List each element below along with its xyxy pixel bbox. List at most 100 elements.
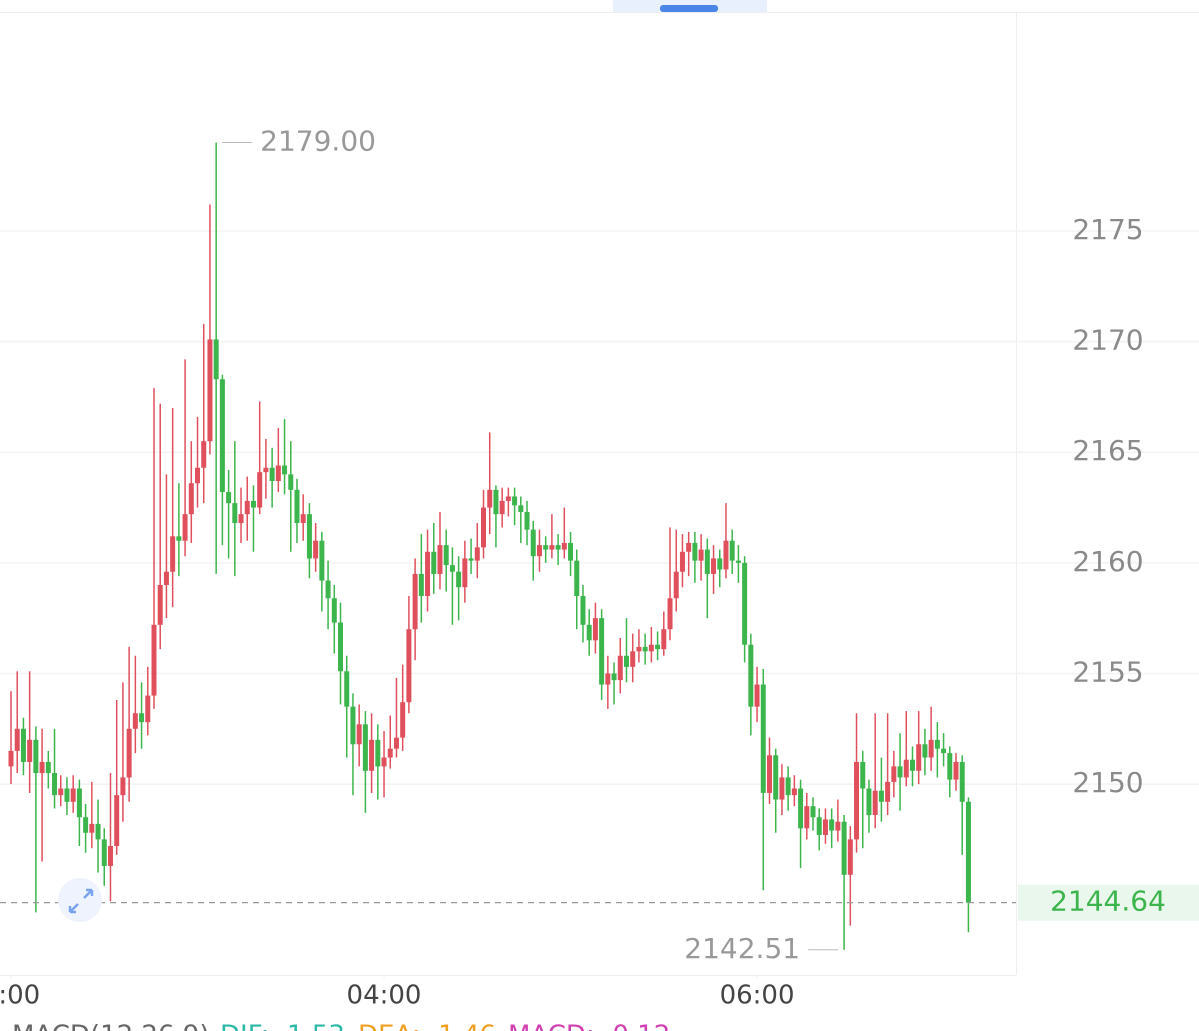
candle-body [176,536,182,541]
candle-body [306,514,312,559]
candle-body [456,571,462,588]
labels: 2150 2155 2160 2165 2170 2175 2:00 04:00 06:00 21… [0,125,1199,1011]
candle-body [487,489,493,508]
candle-body [45,761,51,774]
candle-body [841,821,847,875]
candle-body [33,739,39,774]
candle-body [798,788,804,829]
candle-body [661,629,667,650]
grid [0,230,1199,785]
candle-body [760,684,766,793]
candle-body [611,673,617,681]
last-price-label: 2144.64 [1050,885,1166,918]
candle-body [860,761,866,789]
candle-body [592,618,598,641]
candle-body [561,542,567,550]
candle-body [350,706,356,745]
candle-body [375,739,381,767]
candle-body [804,806,810,829]
candle-body [468,558,474,561]
candle-body [965,801,971,903]
candle-body [704,549,710,574]
candle-body [779,777,785,800]
candle-body [481,507,487,548]
candle-body [362,724,368,771]
candle-body [356,724,362,745]
candle-body [300,514,306,524]
candle-body [586,624,592,641]
zoom-button[interactable] [58,878,102,922]
candle-body [679,551,685,572]
tab-indicator[interactable] [660,5,718,12]
candle-body [543,545,549,550]
candle-body [107,846,113,866]
candle-body [872,790,878,816]
y-tick-label: 2170 [1072,324,1143,357]
candle-body [922,744,928,758]
candle-body [95,823,101,840]
candle-body [201,441,207,468]
candle-body [114,795,120,847]
candle-body [250,500,256,508]
candle-body [773,755,779,800]
candle-body [729,540,735,561]
candle-body [835,821,841,831]
candle-body [953,761,959,780]
zoom-icon [68,888,94,914]
candle-body [83,817,89,833]
candle-body [568,542,574,561]
candle-body [325,580,331,599]
candle-body [555,545,561,550]
candle-body [667,598,673,630]
candle-body [474,547,480,561]
candle-body [686,542,692,552]
candle-body [748,644,754,707]
indicator-dif: DIF: -1.53 [220,1021,345,1031]
candle-body [400,702,406,738]
candle-body [636,646,642,652]
candle-body [947,753,953,780]
candle-body [195,467,201,484]
candle-body [132,713,138,729]
candle-body [313,540,319,559]
candle-body [648,644,654,652]
candle-body [493,489,499,515]
candle-body [580,596,586,625]
candle-body [897,766,903,778]
candle-body [505,496,511,501]
candle-body [319,540,325,581]
candle-body [785,777,791,796]
y-tick-label: 2160 [1072,545,1143,578]
annotation-label: 2142.51 [684,932,800,965]
candle-body [512,496,518,506]
candle-body [139,713,145,723]
candle-body [294,489,300,524]
candle-body [941,748,947,754]
y-tick-label: 2150 [1072,766,1143,799]
candle-body [536,545,542,557]
candle-body [27,739,33,762]
candle-body [120,777,126,796]
indicator-macd: MACD: -0.12 [508,1021,670,1031]
candle-body [754,684,760,707]
candle-body [406,629,412,703]
candle-body [878,790,884,802]
candle-body [916,744,922,771]
candle-body [163,571,169,585]
candle-body [449,565,455,572]
candle-body [151,624,157,696]
candle-body [723,540,729,570]
candle-body [655,644,661,650]
candle-body [207,339,213,442]
candle-body [58,788,64,796]
indicator-name: MACD(12,26,9) [12,1021,209,1031]
candle-body [599,618,605,685]
candle-body [213,339,219,380]
candle-body [64,788,70,802]
candle-body [617,655,623,681]
candle-body [891,766,897,782]
x-tick-label: 2:00 [0,981,40,1011]
candle-body [518,505,524,512]
